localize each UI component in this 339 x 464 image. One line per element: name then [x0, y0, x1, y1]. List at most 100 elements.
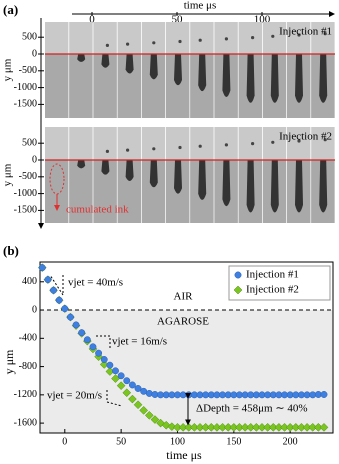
- annotation: vjet = 20m/s: [47, 390, 102, 402]
- data-point: [61, 305, 69, 313]
- jet: [222, 54, 231, 97]
- data-point: [112, 367, 119, 375]
- jet: [270, 54, 279, 103]
- y-tick-label: -1000: [14, 82, 37, 93]
- jet: [319, 160, 328, 213]
- droplet: [126, 42, 130, 46]
- data-point: [99, 360, 109, 369]
- y-tick-label: -1600: [14, 417, 37, 428]
- droplet: [178, 145, 182, 150]
- x-axis-label: time μs: [166, 448, 202, 462]
- y-tick-label: 0: [32, 48, 37, 59]
- y-tick-label: 0: [32, 154, 37, 165]
- data-point: [55, 296, 63, 304]
- droplet: [105, 149, 109, 153]
- annotation: AIR: [174, 291, 194, 303]
- slope-guide: [106, 390, 123, 407]
- panel-label: (b): [3, 243, 19, 258]
- data-point: [38, 264, 46, 272]
- row-label: Injection #1: [279, 26, 332, 38]
- plot-frame: [39, 261, 334, 434]
- jet: [246, 54, 255, 103]
- droplet: [271, 34, 275, 38]
- panel-label: (a): [3, 2, 18, 17]
- y-tick-label: -400: [19, 333, 37, 344]
- row-label: Injection #2: [279, 131, 332, 143]
- y-axis-label: y μm: [2, 349, 16, 374]
- data-point: [100, 356, 108, 363]
- droplet: [297, 33, 301, 37]
- agarose-region: [40, 310, 333, 433]
- y-tick-label: -500: [19, 171, 37, 182]
- data-point: [150, 415, 160, 424]
- jet: [295, 54, 303, 103]
- data-point: [167, 422, 177, 431]
- data-point: [144, 410, 154, 420]
- annotation: vjet = 16m/s: [112, 336, 167, 348]
- x-tick-label: 0: [62, 436, 67, 447]
- jet: [149, 54, 158, 80]
- time-label: time μs: [184, 0, 216, 12]
- droplet: [251, 36, 255, 40]
- frame-shade: [45, 160, 69, 223]
- y-tick-label: -500: [19, 65, 37, 76]
- y-tick-label: -800: [19, 361, 37, 372]
- y-tick-label: 400: [22, 276, 37, 287]
- legend-marker: [233, 285, 243, 295]
- x-tick-label: 150: [226, 436, 241, 447]
- x-tick-label: 100: [170, 436, 185, 447]
- droplet: [323, 138, 327, 142]
- data-point: [95, 349, 103, 357]
- y-axis-label: y μm: [2, 58, 14, 81]
- y-tick-label: -1500: [14, 99, 37, 110]
- droplet: [224, 37, 228, 41]
- data-point: [134, 385, 142, 392]
- x-tick-label: 50: [116, 436, 126, 447]
- data-point: [128, 394, 137, 404]
- y-tick-label: -1000: [14, 188, 37, 199]
- legend-box: [228, 265, 331, 301]
- time-tick-label: 50: [172, 14, 184, 26]
- droplet: [178, 39, 182, 44]
- data-point: [89, 343, 97, 351]
- jet: [77, 160, 86, 169]
- y-tick-label: -1500: [14, 205, 37, 216]
- data-point: [78, 329, 86, 337]
- jet: [295, 160, 303, 213]
- droplet: [105, 43, 109, 48]
- jet: [270, 160, 279, 213]
- data-point: [320, 391, 328, 398]
- jet: [174, 160, 182, 194]
- jet: [222, 160, 231, 207]
- frame-shade: [141, 54, 166, 118]
- slope-guide: [96, 335, 111, 350]
- data-point: [66, 313, 74, 321]
- jet: [125, 54, 134, 74]
- jet: [77, 54, 86, 62]
- jet: [198, 54, 207, 92]
- jet: [319, 54, 328, 103]
- droplet: [152, 147, 156, 151]
- droplet: [297, 139, 301, 143]
- data-point: [319, 422, 329, 432]
- y-tick-label: 0: [32, 304, 37, 315]
- droplet: [224, 143, 228, 147]
- ink-annotation: cumulated ink: [66, 204, 129, 216]
- y-tick-label: 500: [22, 137, 37, 148]
- y-axis-label: y μm: [2, 163, 14, 186]
- data-point: [44, 276, 52, 284]
- frame-shade: [117, 160, 141, 223]
- droplet: [251, 142, 255, 146]
- data-point: [139, 406, 149, 415]
- frame-shade: [69, 160, 93, 223]
- y-tick-label: -1200: [14, 389, 37, 400]
- annotation: vjet = 40m/s: [68, 277, 123, 289]
- slope-guide: [49, 274, 64, 297]
- data-point: [145, 389, 153, 397]
- data-point: [72, 321, 80, 329]
- legend-label: Injection #2: [246, 284, 299, 296]
- frame-shade: [69, 54, 93, 118]
- jet: [246, 160, 255, 213]
- droplet: [152, 41, 156, 45]
